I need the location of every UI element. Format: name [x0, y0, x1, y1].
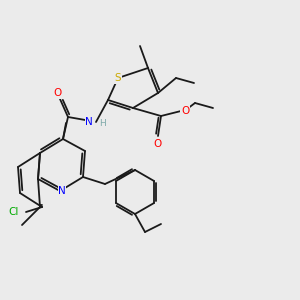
Text: Cl: Cl [9, 207, 19, 217]
Text: H: H [100, 119, 106, 128]
Text: O: O [54, 88, 62, 98]
Text: N: N [85, 117, 93, 127]
Text: O: O [154, 139, 162, 149]
Text: S: S [115, 73, 121, 83]
Text: N: N [58, 186, 66, 196]
Text: O: O [181, 106, 189, 116]
